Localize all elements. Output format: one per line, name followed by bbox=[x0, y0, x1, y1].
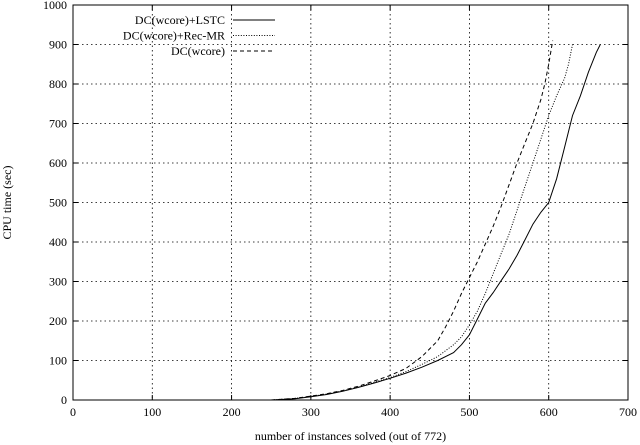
x-tick-label: 500 bbox=[460, 405, 478, 419]
y-axis-tick-labels: 0 100 200 300 400 500 600 700 800 900 1000 bbox=[43, 0, 67, 407]
legend-label: DC(wcore)+LSTC bbox=[135, 13, 225, 27]
y-tick-label: 700 bbox=[49, 117, 67, 131]
x-tick-label: 400 bbox=[381, 405, 399, 419]
y-axis-title: CPU time (sec) bbox=[0, 166, 14, 240]
x-tick-label: 200 bbox=[223, 405, 241, 419]
grid-lines bbox=[73, 5, 628, 400]
y-tick-label: 400 bbox=[49, 235, 67, 249]
legend-label: DC(wcore)+Rec-MR bbox=[123, 29, 225, 43]
y-tick-label: 800 bbox=[49, 77, 67, 91]
plot-frame bbox=[72, 4, 629, 401]
x-tick-label: 0 bbox=[70, 405, 76, 419]
y-tick-label: 200 bbox=[49, 314, 67, 328]
y-tick-label: 100 bbox=[49, 354, 67, 368]
series-line-3 bbox=[271, 40, 554, 401]
y-tick-label: 300 bbox=[49, 275, 67, 289]
series-lines bbox=[271, 40, 601, 401]
series-line-1 bbox=[271, 44, 601, 401]
x-tick-label: 300 bbox=[302, 405, 320, 419]
y-tick-label: 900 bbox=[49, 38, 67, 52]
legend-label: DC(wcore) bbox=[171, 44, 225, 58]
x-tick-label: 700 bbox=[619, 405, 637, 419]
y-tick-label: 0 bbox=[61, 393, 67, 407]
axis-ticks bbox=[72, 4, 629, 401]
x-axis-title: number of instances solved (out of 772) bbox=[255, 429, 446, 443]
series-line-2 bbox=[271, 44, 573, 401]
y-tick-label: 500 bbox=[49, 196, 67, 210]
x-axis-tick-labels: 0 100 200 300 400 500 600 700 bbox=[70, 405, 637, 419]
y-tick-label: 600 bbox=[49, 156, 67, 170]
x-tick-label: 600 bbox=[540, 405, 558, 419]
x-tick-label: 100 bbox=[143, 405, 161, 419]
y-tick-label: 1000 bbox=[43, 0, 67, 12]
